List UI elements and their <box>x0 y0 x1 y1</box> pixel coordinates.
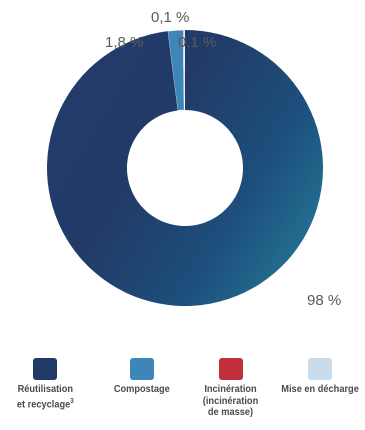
legend-swatch-landfill <box>308 358 332 380</box>
value-label-incineration: 0,1 % <box>151 9 190 26</box>
legend: Réutilisation et recyclage3 Compostage I… <box>0 358 365 430</box>
footnote-marker: 3 <box>69 397 74 405</box>
legend-label-reuse-recycling: Réutilisation et recyclage3 <box>16 383 74 410</box>
legend-swatch-incineration <box>219 358 243 380</box>
legend-label-compostage: Compostage <box>114 383 170 395</box>
value-label-compostage: 1,8 % <box>105 34 144 51</box>
value-label-reuse-recycling: 98 % <box>307 292 342 309</box>
legend-item-landfill: Mise en décharge <box>275 358 365 396</box>
legend-item-reuse-recycling: Réutilisation et recyclage3 <box>0 358 90 411</box>
legend-swatch-reuse-recycling <box>33 358 57 380</box>
legend-item-compostage: Compostage <box>97 358 187 396</box>
slices-group <box>46 29 323 306</box>
slice-reuse-recycling <box>46 30 323 306</box>
legend-item-incineration: Incinération (incinération de masse) <box>186 358 276 419</box>
legend-swatch-compostage <box>130 358 154 380</box>
value-label-landfill: 0,1 % <box>178 34 217 51</box>
legend-label-incineration: Incinération (incinération de masse) <box>203 383 259 418</box>
legend-label-landfill: Mise en décharge <box>281 383 359 395</box>
